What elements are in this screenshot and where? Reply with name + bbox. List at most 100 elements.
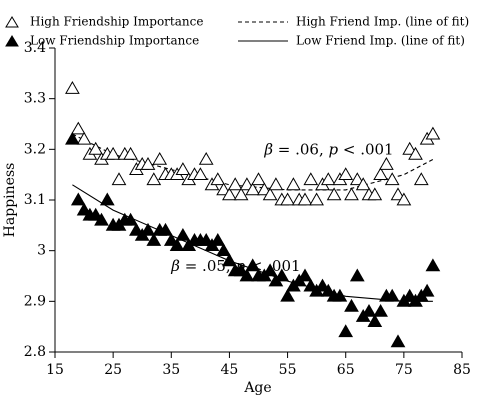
high-importance-point xyxy=(373,167,388,180)
data-points xyxy=(65,80,441,348)
high-importance-point xyxy=(344,187,359,201)
high-importance-point xyxy=(338,167,354,180)
low-importance-point xyxy=(123,212,138,226)
low-importance-point xyxy=(163,232,179,246)
high-importance-point xyxy=(286,177,301,191)
high-importance-point xyxy=(105,146,121,160)
high-importance-point xyxy=(390,187,406,201)
high-importance-point xyxy=(65,80,80,94)
axes: 2.8 2.9 3 3.1 3.2 3.3 3.4 15 25 35 45 55 65 75 85 Age… xyxy=(2,40,471,396)
x-tick-label: 45 xyxy=(221,362,239,378)
annotations: β = .06, p < .001 β = .05, p < .001 xyxy=(170,140,393,275)
high-importance-point xyxy=(413,172,429,186)
low-importance-point xyxy=(390,334,406,348)
legend-item-high-fit: High Friend Imp. (line of fit) xyxy=(238,15,469,29)
high-importance-point xyxy=(408,146,423,160)
x-tick-label: 65 xyxy=(337,362,355,378)
x-tick-label: 85 xyxy=(453,362,471,378)
high-importance-point xyxy=(355,177,371,191)
high-importance-point xyxy=(227,177,243,191)
y-tick-label: 3.1 xyxy=(24,192,46,208)
high-importance-point xyxy=(303,172,319,186)
high-importance-point xyxy=(111,172,127,186)
y-tick-label: 3 xyxy=(37,243,46,259)
low-importance-point xyxy=(332,288,348,302)
y-tick-label: 2.8 xyxy=(24,344,46,360)
legend-item-high-importance: High Friendship Importance xyxy=(5,15,203,29)
low-importance-point xyxy=(175,227,191,241)
low-importance-point xyxy=(239,268,255,282)
low-importance-point xyxy=(425,258,441,272)
x-tick-label: 55 xyxy=(279,362,297,378)
low-importance-point xyxy=(65,131,80,145)
low-importance-point xyxy=(344,298,359,312)
legend-label-low-fit: Low Friend Imp. (line of fit) xyxy=(296,34,465,48)
high-importance-point xyxy=(402,141,418,155)
low-importance-point xyxy=(303,278,319,292)
high-importance-point xyxy=(262,187,278,201)
high-importance-point xyxy=(88,141,104,155)
high-importance-point xyxy=(349,172,365,186)
low-importance-point xyxy=(373,303,388,317)
low-importance-point xyxy=(158,222,173,236)
low-importance-point xyxy=(262,263,278,277)
low-importance-point xyxy=(169,238,185,251)
x-ticks: 15 25 35 45 55 65 75 85 xyxy=(46,352,471,378)
low-importance-point xyxy=(361,303,377,317)
legend-filled-triangle-marker xyxy=(5,35,19,47)
low-importance-point xyxy=(419,283,435,297)
high-importance-point xyxy=(146,172,162,186)
low-importance-point xyxy=(384,288,400,302)
low-importance-fit-line xyxy=(72,184,433,302)
y-axis-title: Happiness xyxy=(2,163,18,238)
low-importance-point xyxy=(233,263,249,277)
high-importance-point xyxy=(123,146,138,160)
low-importance-point xyxy=(140,222,156,236)
low-importance-point xyxy=(216,243,231,256)
high-importance-point xyxy=(384,172,400,186)
low-importance-point xyxy=(146,232,162,246)
high-importance-point xyxy=(175,162,191,175)
y-tick-label: 3.3 xyxy=(24,91,46,107)
high-importance-point xyxy=(326,187,342,201)
x-tick-label: 25 xyxy=(104,362,122,378)
y-ticks: 2.8 2.9 3 3.1 3.2 3.3 3.4 xyxy=(24,40,55,360)
low-importance-point xyxy=(297,268,313,282)
low-importance-point xyxy=(274,268,290,282)
low-importance-point xyxy=(315,278,330,292)
high-importance-point xyxy=(70,121,86,135)
annotation-low-beta: β = .05, p < .001 xyxy=(170,257,300,275)
low-importance-point xyxy=(338,324,354,338)
high-importance-point xyxy=(152,151,168,165)
high-importance-point xyxy=(396,192,412,206)
y-tick-label: 3.2 xyxy=(24,141,46,157)
high-importance-point xyxy=(233,187,249,201)
high-importance-point xyxy=(367,187,383,201)
high-importance-point xyxy=(222,187,237,201)
high-importance-point xyxy=(193,167,208,180)
low-importance-point xyxy=(210,232,226,246)
high-importance-point xyxy=(198,151,214,165)
low-importance-point xyxy=(198,232,214,246)
annotation-high-beta: β = .06, p < .001 xyxy=(263,140,393,158)
low-importance-point xyxy=(222,253,237,267)
low-importance-point xyxy=(99,192,115,206)
low-importance-point xyxy=(280,288,295,302)
x-axis-title: Age xyxy=(243,380,271,396)
high-importance-point xyxy=(379,156,394,170)
low-importance-point xyxy=(76,202,92,216)
high-importance-point xyxy=(245,182,261,196)
high-importance-point xyxy=(251,172,266,186)
x-tick-label: 35 xyxy=(162,362,180,378)
legend: High Friendship Importance Low Friendshi… xyxy=(5,15,469,48)
high-importance-point xyxy=(280,192,295,206)
low-importance-point xyxy=(94,212,109,226)
high-importance-point xyxy=(140,156,156,170)
legend-label-high-fit: High Friend Imp. (line of fit) xyxy=(296,15,469,29)
low-importance-point xyxy=(245,258,261,272)
y-tick-label: 3.4 xyxy=(24,40,46,56)
low-importance-point xyxy=(349,268,365,282)
high-importance-point xyxy=(425,126,441,140)
high-importance-point xyxy=(320,172,336,186)
